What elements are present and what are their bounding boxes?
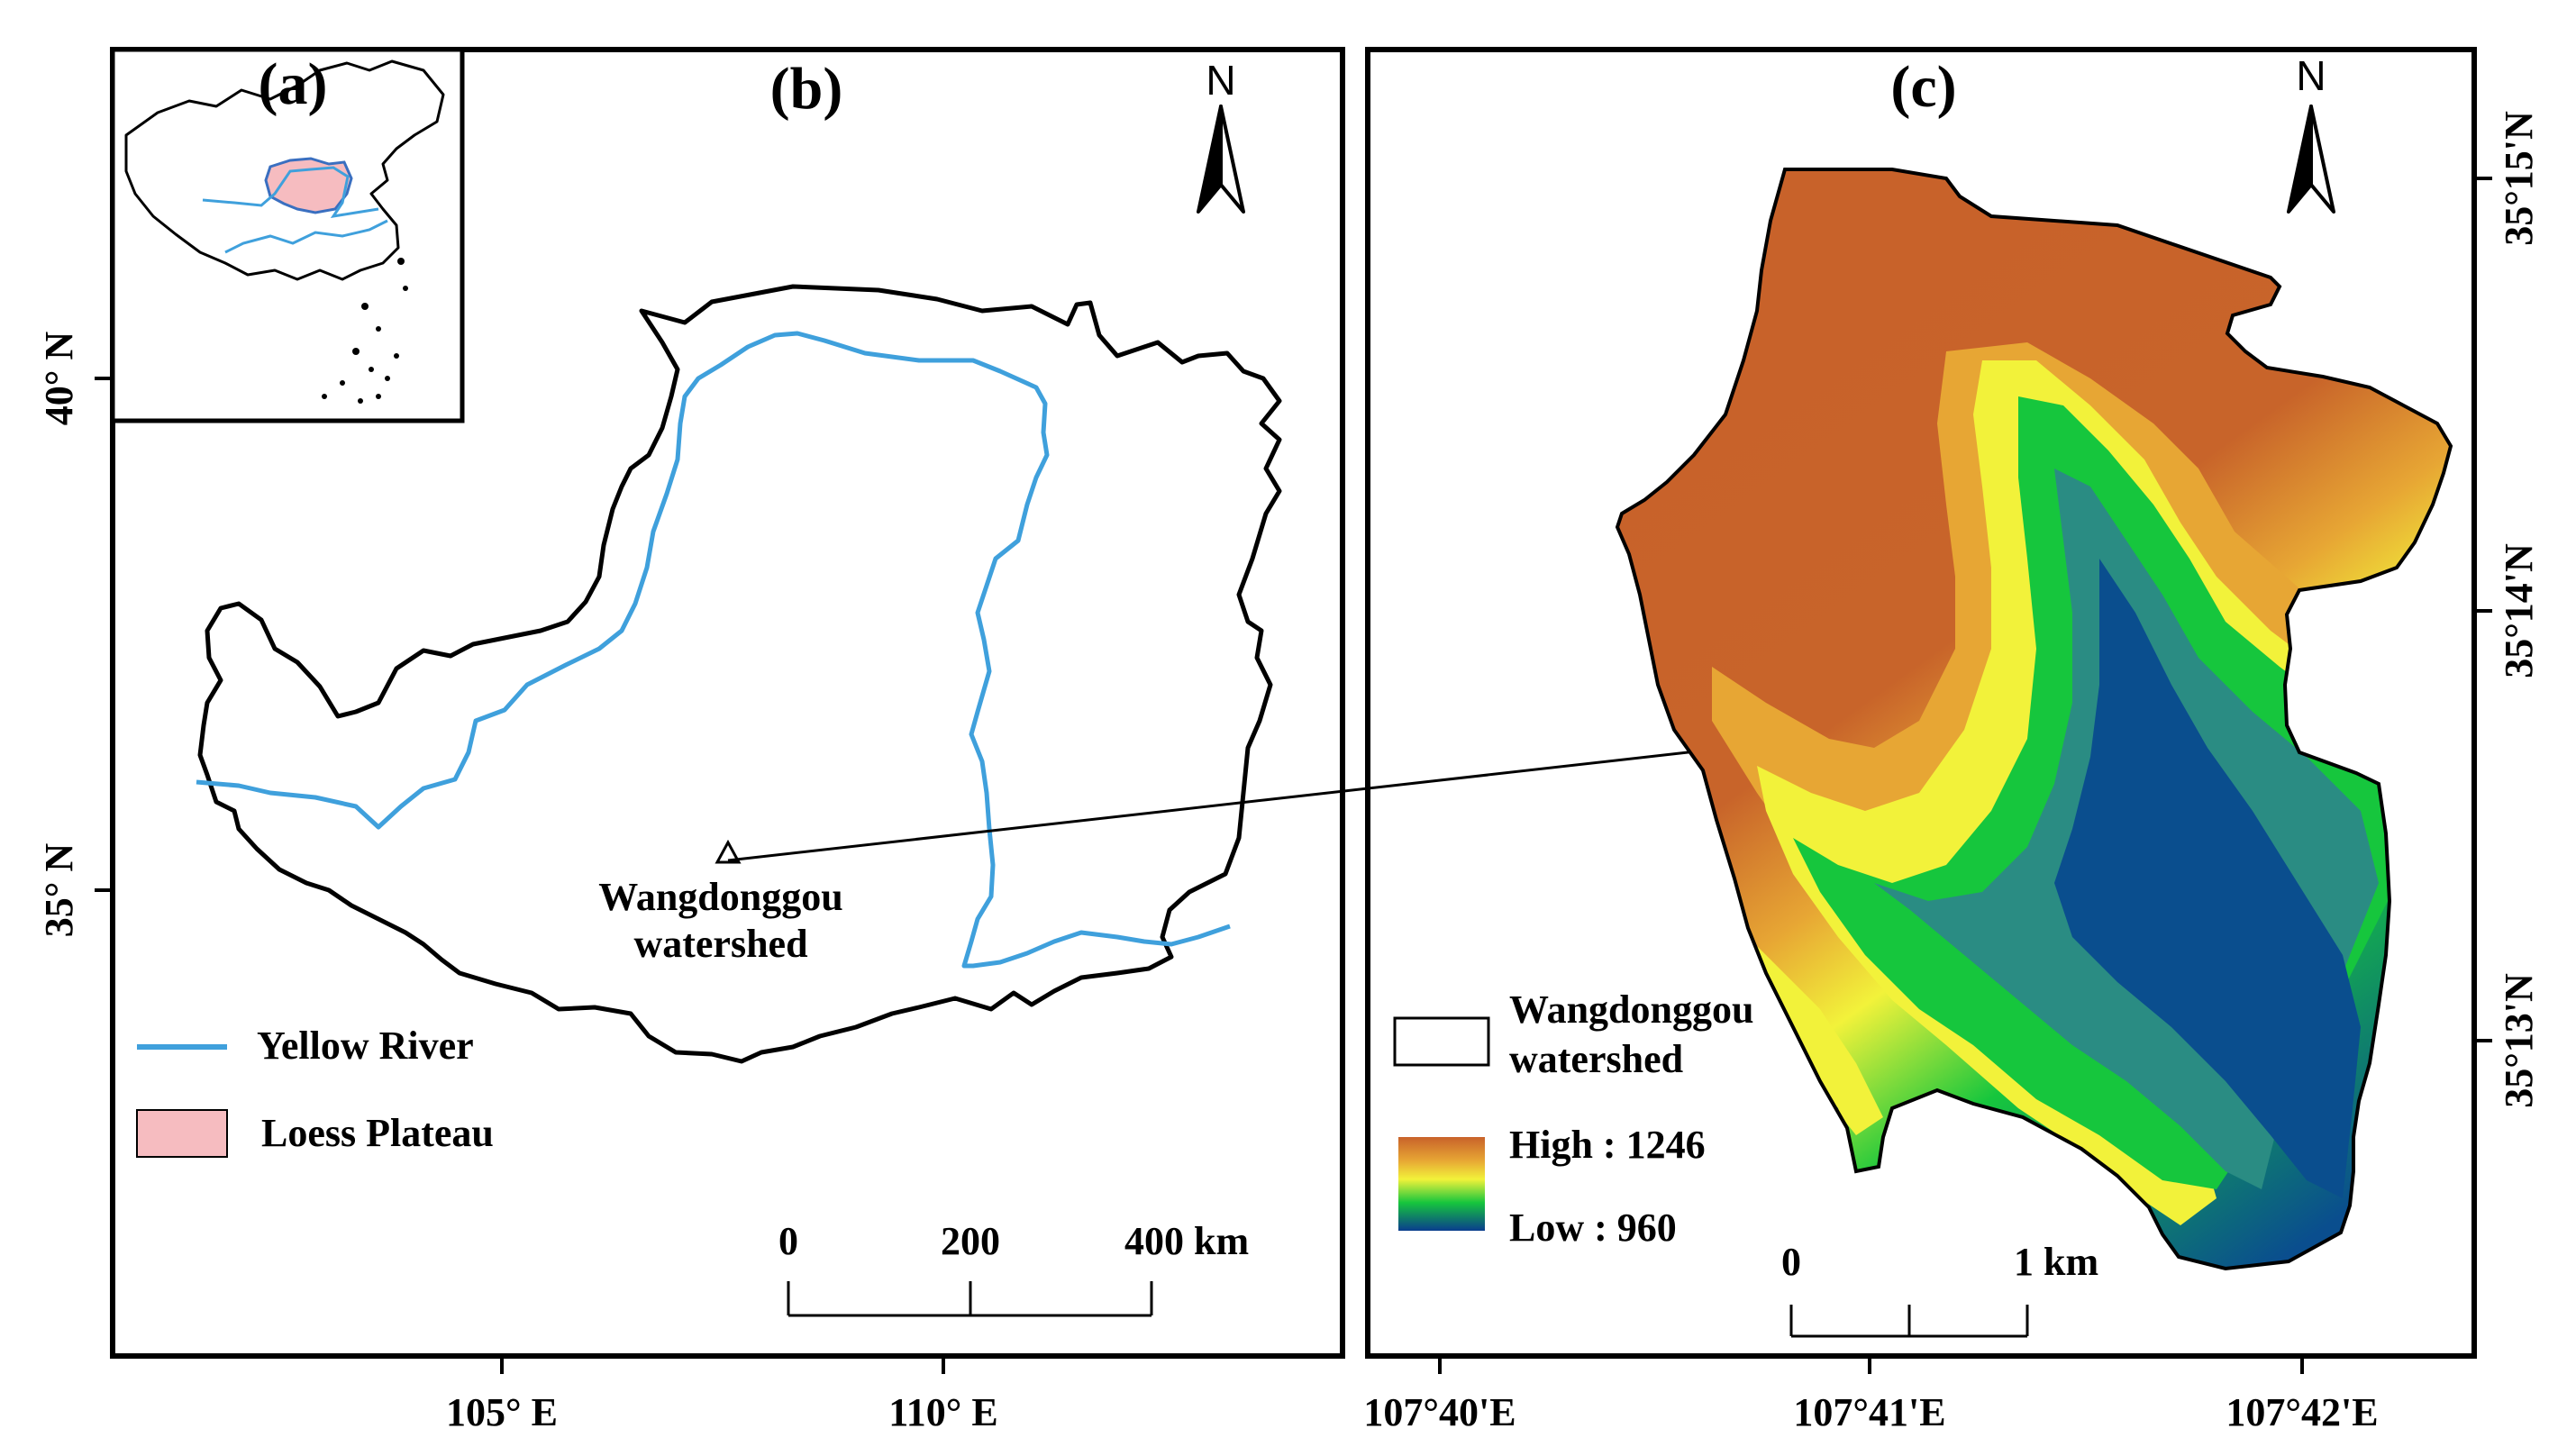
panel-c-north-label: N [2296, 52, 2326, 99]
site-label-line2: watershed [633, 922, 807, 966]
legend-high-label: High : 1246 [1509, 1123, 1706, 1167]
panel-c-lon-tick-4142: 107°42'E [2226, 1390, 2378, 1434]
legend-watershed-line2: watershed [1509, 1037, 1683, 1081]
panel-c-lon-tick-4140: 107°40'E [1363, 1390, 1516, 1434]
south-sea-islands [322, 258, 408, 404]
site-label-line1: Wangdonggou [598, 875, 842, 919]
site-marker-icon [715, 839, 742, 864]
loess-plateau-boundary [197, 284, 1282, 1064]
panel-c-label: (c) [1890, 54, 1956, 120]
dem-raster [1617, 169, 2451, 1269]
panel-a-label: (a) [259, 51, 328, 117]
legend-low-label: Low : 960 [1509, 1206, 1677, 1250]
inset-yangtze-river [224, 219, 388, 254]
legend-loess-label: Loess Plateau [261, 1111, 494, 1155]
panel-c: 107°40'E 107°41'E 107°42'E 35°15'N 35°14… [1363, 47, 2541, 1434]
panel-b-lat-tick-40: 40° N [37, 332, 81, 426]
panel-c-scale-1km: 1 km [2014, 1240, 2098, 1284]
panel-c-lat-ticks [2474, 177, 2492, 1042]
legend-loess-swatch [136, 1109, 228, 1158]
panel-c-lon-ticks [1438, 1356, 2304, 1374]
panel-b-north-label: N [1206, 57, 1235, 104]
panel-b-lon-tick-105: 105° E [446, 1390, 558, 1434]
panel-c-scale-bar [1789, 1305, 2029, 1338]
panel-c-lat-tick-3513: 35°13'N [2497, 973, 2541, 1108]
legend-elevation-ramp [1398, 1137, 1485, 1231]
panel-b-lat-tick-35: 35° N [37, 843, 81, 938]
panel-b: 105° E 110° E 40° N 35° N Wangdonggou wa… [37, 47, 1713, 1434]
panel-b-lon-ticks [500, 1356, 945, 1374]
panel-a-frame [110, 47, 465, 423]
panel-b-scale-bar [787, 1281, 1153, 1317]
panel-c-frame [1365, 47, 2477, 1359]
panel-c-lon-tick-4141: 107°41'E [1793, 1390, 1945, 1434]
panel-b-label: (b) [770, 56, 843, 122]
connector-line [727, 748, 1713, 862]
legend-yellow-river-label: Yellow River [257, 1024, 474, 1068]
panel-b-north-arrow-icon [1197, 105, 1245, 214]
panel-b-lon-tick-110: 110° E [888, 1390, 998, 1434]
panel-b-scale-400: 400 km [1124, 1219, 1249, 1263]
panel-c-north-arrow-icon [2287, 105, 2335, 214]
inset-yellow-river [202, 166, 379, 219]
panel-b-scale-200: 200 [941, 1219, 1000, 1263]
panel-b-scale-0: 0 [778, 1219, 798, 1263]
panel-a: (a) [110, 47, 465, 423]
panel-b-frame [110, 47, 1345, 1359]
panel-b-lat-ticks [95, 377, 113, 892]
yellow-river [196, 331, 1231, 969]
panel-c-lat-tick-3514: 35°14'N [2497, 543, 2541, 678]
inset-loess-plateau [264, 157, 353, 214]
legend-watershed-line1: Wangdonggou [1509, 987, 1753, 1032]
panel-c-lat-tick-3515: 35°15'N [2497, 111, 2541, 246]
legend-watershed-swatch [1393, 1016, 1490, 1067]
china-outline [124, 59, 445, 281]
panel-c-scale-0: 0 [1781, 1240, 1801, 1284]
